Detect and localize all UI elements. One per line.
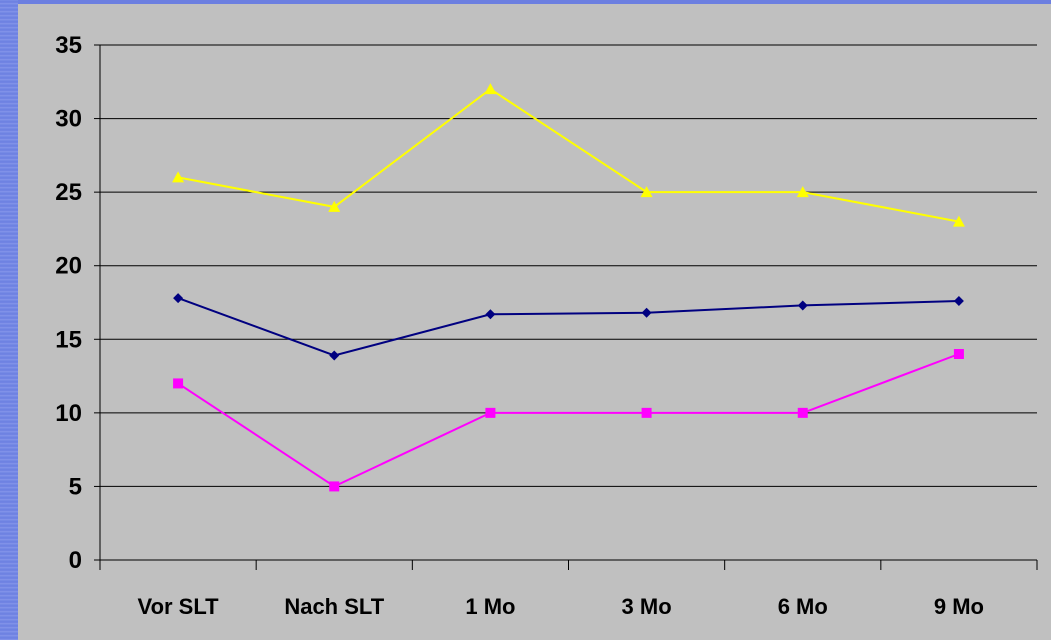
data-point-series-2 — [797, 300, 808, 311]
data-point-series-1 — [172, 171, 185, 183]
data-point-series-1 — [796, 186, 809, 198]
data-point-series-2 — [329, 350, 340, 361]
series-line-3 — [177, 353, 960, 488]
data-point-series-2 — [173, 293, 184, 304]
x-tick-labels: Vor SLT Nach SLT 1 Mo 3 Mo 6 Mo 9 Mo — [138, 594, 984, 619]
data-point-series-1 — [952, 215, 965, 227]
y-tick-label: 5 — [69, 473, 82, 500]
data-point-series-3 — [953, 349, 964, 359]
y-tick-label: 10 — [55, 400, 82, 427]
y-tick-label: 20 — [55, 253, 82, 280]
series-markers — [172, 83, 965, 492]
data-point-series-2 — [641, 307, 652, 318]
series-line-2 — [177, 297, 959, 357]
y-tick-label: 25 — [55, 179, 82, 206]
x-tick-label: 9 Mo — [934, 594, 984, 619]
grid-lines — [100, 44, 1037, 487]
chart-panel — [18, 4, 1051, 640]
x-tick-label: Vor SLT — [138, 594, 220, 619]
data-point-series-1 — [328, 200, 341, 212]
axes — [94, 44, 1038, 570]
y-tick-label: 30 — [55, 106, 82, 133]
data-point-series-1 — [640, 186, 653, 198]
y-tick-label: 0 — [69, 547, 82, 574]
x-tick-label: Nach SLT — [284, 594, 384, 619]
data-point-series-3 — [329, 481, 340, 492]
series-lines — [177, 87, 960, 488]
x-tick-label: 1 Mo — [465, 594, 515, 619]
data-point-series-2 — [485, 309, 496, 320]
data-point-series-3 — [797, 407, 808, 418]
y-tick-label: 15 — [55, 326, 82, 353]
x-tick-label: 6 Mo — [778, 594, 828, 619]
series-line-1 — [177, 87, 960, 223]
y-tick-labels: 0 5 10 15 20 25 30 35 — [55, 32, 82, 574]
data-point-series-3 — [641, 407, 652, 418]
data-point-series-1 — [484, 83, 497, 95]
data-point-series-2 — [953, 296, 964, 307]
x-tick-label: 3 Mo — [622, 594, 672, 619]
slide-left-stripe — [0, 0, 18, 640]
data-point-series-3 — [173, 378, 184, 389]
data-point-series-3 — [485, 407, 496, 418]
y-tick-label: 35 — [55, 32, 82, 59]
